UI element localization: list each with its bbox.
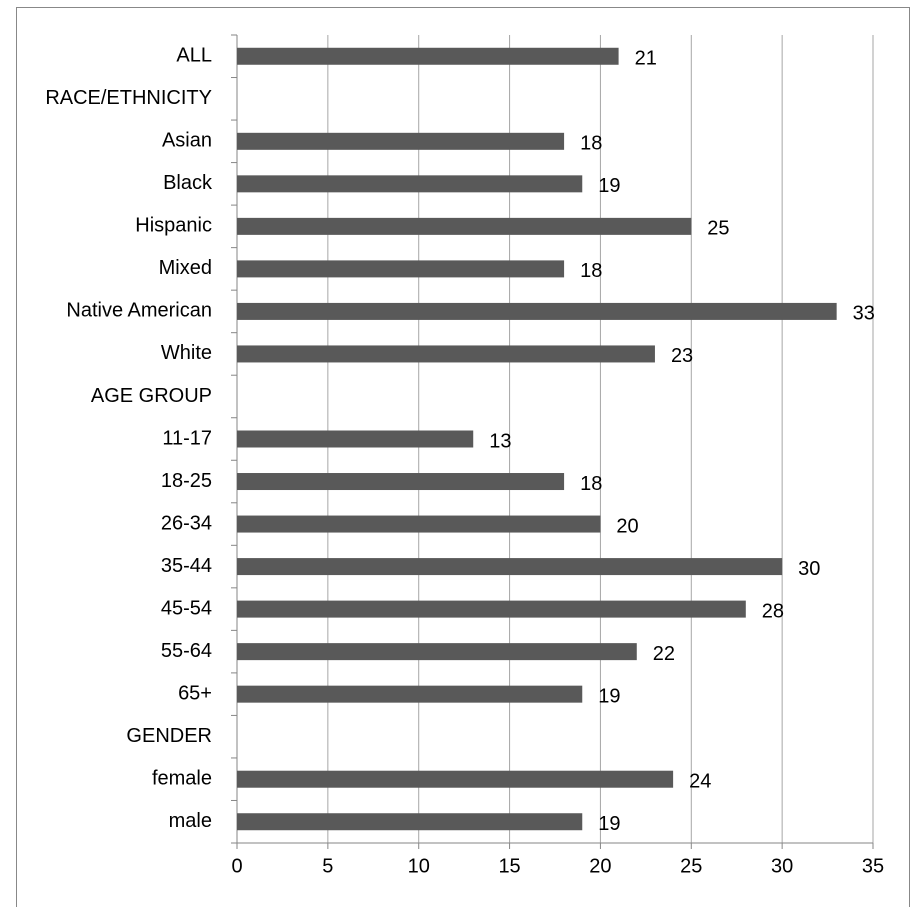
x-tick-label: 10	[408, 855, 430, 877]
y-tick-label: male	[169, 810, 212, 832]
y-tick-label: AGE GROUP	[91, 385, 212, 407]
bar	[237, 813, 583, 831]
bar	[237, 600, 746, 618]
y-tick-label: 18-25	[161, 470, 212, 492]
bar	[237, 175, 583, 193]
x-tick-label: 0	[231, 855, 242, 877]
bar	[237, 47, 619, 65]
data-label: 25	[707, 218, 729, 240]
y-tick-label: 65+	[178, 682, 212, 704]
data-label: 18	[580, 133, 602, 155]
data-label: 24	[689, 770, 711, 792]
y-tick-label: 55-64	[161, 640, 212, 662]
data-label: 19	[598, 813, 620, 835]
data-label: 18	[580, 473, 602, 495]
bar	[237, 473, 565, 491]
y-tick-label: GENDER	[126, 725, 212, 747]
y-tick-label: Black	[163, 172, 213, 194]
y-tick-label: female	[152, 767, 212, 789]
data-label: 23	[671, 345, 693, 367]
y-tick-label: 26-34	[161, 512, 212, 534]
chart-frame	[16, 7, 910, 907]
y-tick-label: White	[161, 342, 212, 364]
data-label: 28	[762, 600, 784, 622]
data-label: 20	[616, 515, 638, 537]
x-tick-label: 25	[680, 855, 702, 877]
bar	[237, 643, 637, 661]
bar	[237, 770, 674, 788]
x-tick-label: 5	[322, 855, 333, 877]
bar	[237, 558, 783, 576]
bar	[237, 430, 474, 448]
bar	[237, 302, 837, 320]
bar	[237, 217, 692, 235]
bar	[237, 260, 565, 278]
x-tick-label: 20	[589, 855, 611, 877]
bar	[237, 515, 601, 533]
y-tick-label: Native American	[66, 300, 212, 322]
data-label: 19	[598, 685, 620, 707]
data-label: 21	[635, 48, 657, 70]
data-label: 18	[580, 260, 602, 282]
data-label: 30	[798, 558, 820, 580]
y-tick-label: Mixed	[159, 257, 212, 279]
x-tick-label: 15	[498, 855, 520, 877]
y-tick-label: ALL	[176, 45, 212, 67]
y-tick-label: Hispanic	[135, 215, 212, 237]
x-tick-label: 30	[771, 855, 793, 877]
bar	[237, 132, 565, 150]
bar	[237, 345, 655, 363]
y-tick-label: Asian	[162, 130, 212, 152]
x-tick-label: 35	[862, 855, 884, 877]
bar	[237, 685, 583, 703]
data-label: 13	[489, 430, 511, 452]
data-label: 22	[653, 643, 675, 665]
y-tick-label: 11-17	[162, 427, 212, 449]
y-tick-label: 35-44	[161, 555, 212, 577]
data-label: 19	[598, 175, 620, 197]
data-label: 33	[853, 303, 875, 325]
y-tick-label: RACE/ETHNICITY	[45, 87, 212, 109]
y-tick-label: 45-54	[161, 597, 212, 619]
